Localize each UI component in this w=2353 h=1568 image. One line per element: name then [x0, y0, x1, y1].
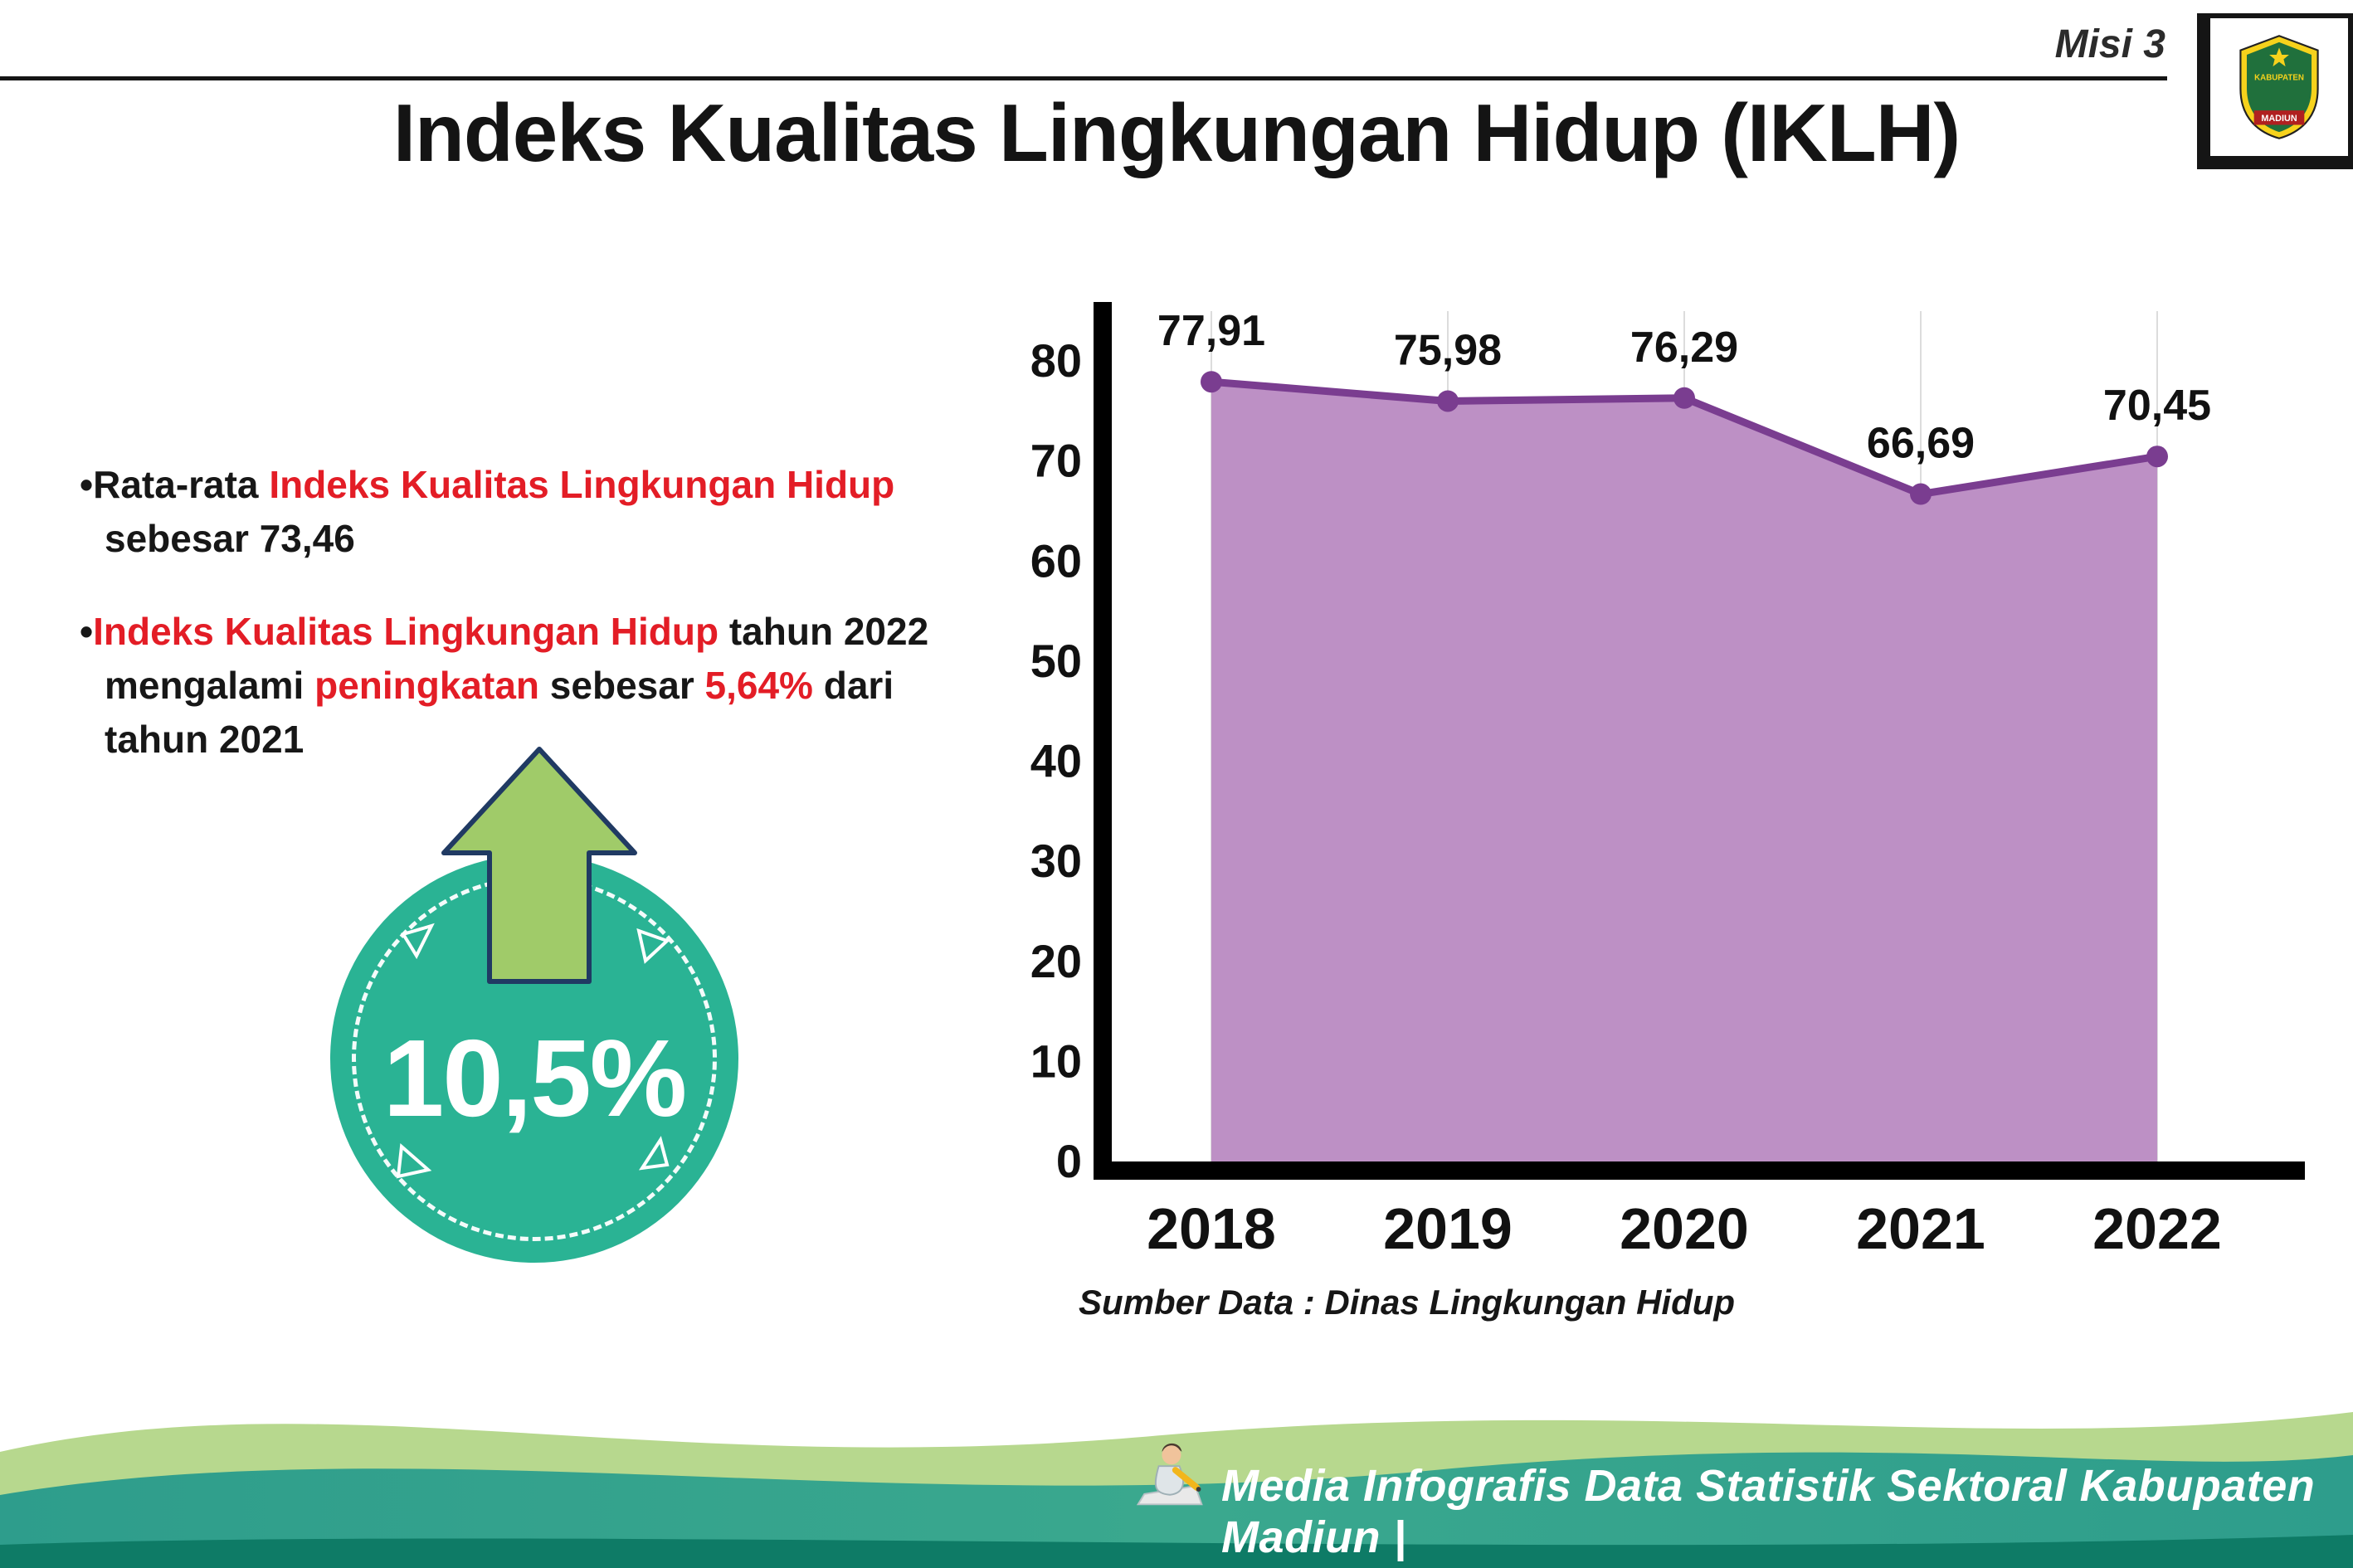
bullet-text-segment: 5,64% — [704, 663, 813, 707]
page-title: Indeks Kualitas Lingkungan Hidup (IKLH) — [392, 87, 1961, 178]
iklh-area-chart: 77,91 75,98 76,29 66,69 70,45 0 10 20 30 40 50 60 70… — [1030, 302, 2305, 1261]
svg-text:40: 40 — [1030, 735, 1082, 787]
misi-label: Misi 3 — [2054, 22, 2165, 66]
svg-text:76,29: 76,29 — [1630, 324, 1738, 372]
svg-text:2018: 2018 — [1147, 1196, 1276, 1261]
bullet-text-segment: Indeks Kualitas Lingkungan Hidup — [93, 609, 719, 653]
bullet-text-segment: sebesar — [539, 663, 705, 707]
header-divider-line — [0, 76, 2167, 80]
svg-text:66,69: 66,69 — [1867, 420, 1975, 468]
shield-icon: KABUPATEN MADIUN — [2239, 35, 2319, 139]
svg-text:77,91: 77,91 — [1157, 307, 1265, 355]
svg-text:2022: 2022 — [2092, 1196, 2222, 1261]
bullet-text-segment: tahun 2022 mengalami — [105, 609, 929, 707]
svg-text:80: 80 — [1030, 334, 1082, 387]
logo-text-bottom: MADIUN — [2261, 114, 2297, 124]
bullet-item: •Rata-rata Indeks Kualitas Lingkungan Hi… — [80, 458, 943, 567]
bullet-text-segment: Indeks Kualitas Lingkungan Hidup — [269, 463, 895, 506]
bullet-text-segment: sebesar 73,46 — [105, 517, 355, 561]
source-data-label: Sumber Data : Dinas Lingkungan Hidup — [1079, 1283, 1736, 1322]
increase-percentage-value: 10,5% — [382, 1016, 687, 1139]
bullet-item: •Indeks Kualitas Lingkungan Hidup tahun … — [80, 605, 943, 767]
svg-text:60: 60 — [1030, 534, 1082, 587]
svg-text:50: 50 — [1030, 635, 1082, 687]
svg-text:20: 20 — [1030, 935, 1082, 987]
svg-text:2021: 2021 — [1856, 1196, 1985, 1261]
svg-text:30: 30 — [1030, 835, 1082, 887]
footer-caption: Media Infografis Data Statistik Sektoral… — [1221, 1461, 2316, 1562]
bullet-marker: • — [80, 609, 94, 653]
svg-text:0: 0 — [1056, 1135, 1082, 1187]
bullet-text-segment: dari tahun 2021 — [105, 663, 894, 762]
svg-text:2020: 2020 — [1620, 1196, 1749, 1261]
svg-text:70,45: 70,45 — [2103, 382, 2211, 430]
svg-text:10: 10 — [1030, 1035, 1082, 1087]
svg-text:75,98: 75,98 — [1394, 326, 1502, 374]
kabupaten-madiun-logo: KABUPATEN MADIUN — [2197, 13, 2353, 169]
bullet-text-segment: peningkatan — [314, 663, 540, 707]
bullet-text-segment: Rata-rata — [93, 463, 270, 506]
logo-text-top: KABUPATEN — [2254, 73, 2304, 82]
svg-text:70: 70 — [1030, 435, 1082, 487]
writer-mascot-icon — [1136, 1443, 1203, 1506]
bullet-list: •Rata-rata Indeks Kualitas Lingkungan Hi… — [80, 458, 943, 806]
up-arrow-icon — [441, 747, 637, 984]
bullet-marker: • — [80, 463, 94, 506]
svg-text:2019: 2019 — [1383, 1196, 1513, 1261]
